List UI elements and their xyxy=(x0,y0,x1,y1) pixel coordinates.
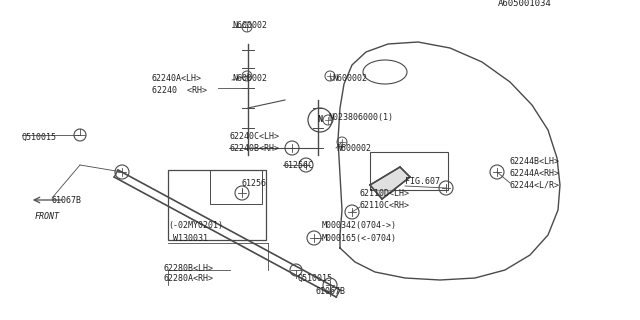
Text: 62240B<RH>: 62240B<RH> xyxy=(229,144,279,153)
Text: N600002: N600002 xyxy=(336,144,371,153)
Text: FIG.607: FIG.607 xyxy=(405,177,440,186)
Text: 62244A<RH>: 62244A<RH> xyxy=(510,169,560,178)
Text: 61067B: 61067B xyxy=(52,196,82,205)
Text: 62110C<RH>: 62110C<RH> xyxy=(360,201,410,210)
Text: 62244B<LH>: 62244B<LH> xyxy=(510,157,560,166)
Text: A605001034: A605001034 xyxy=(498,0,552,8)
Text: 62240A<LH>: 62240A<LH> xyxy=(152,74,202,83)
Bar xyxy=(210,170,262,204)
Text: Q510015: Q510015 xyxy=(298,274,333,283)
Text: M000342(0704->): M000342(0704->) xyxy=(322,221,397,230)
Text: 62110D<LH>: 62110D<LH> xyxy=(360,189,410,198)
Text: N600002: N600002 xyxy=(332,74,367,83)
Text: N600002: N600002 xyxy=(232,21,267,30)
Text: N023806000(1): N023806000(1) xyxy=(328,113,393,122)
Text: 61256: 61256 xyxy=(242,179,267,188)
Text: FRONT: FRONT xyxy=(35,212,60,221)
Text: N600002: N600002 xyxy=(232,74,267,83)
Text: 61067B: 61067B xyxy=(315,287,345,296)
Text: 62240C<LH>: 62240C<LH> xyxy=(229,132,279,141)
Bar xyxy=(370,152,448,190)
Text: 61256C: 61256C xyxy=(283,161,313,170)
Polygon shape xyxy=(370,167,410,199)
Text: W130031: W130031 xyxy=(173,234,208,243)
Text: 62244<L/R>: 62244<L/R> xyxy=(510,181,560,190)
Text: 62280A<RH>: 62280A<RH> xyxy=(163,274,213,283)
Text: M000165(<-0704): M000165(<-0704) xyxy=(322,234,397,243)
Text: 62280B<LH>: 62280B<LH> xyxy=(163,264,213,273)
Bar xyxy=(168,170,266,240)
Text: Q510015: Q510015 xyxy=(22,133,57,142)
Text: (-02MY0201): (-02MY0201) xyxy=(168,221,223,230)
Text: 62240  <RH>: 62240 <RH> xyxy=(152,86,207,95)
Text: N: N xyxy=(317,116,323,124)
